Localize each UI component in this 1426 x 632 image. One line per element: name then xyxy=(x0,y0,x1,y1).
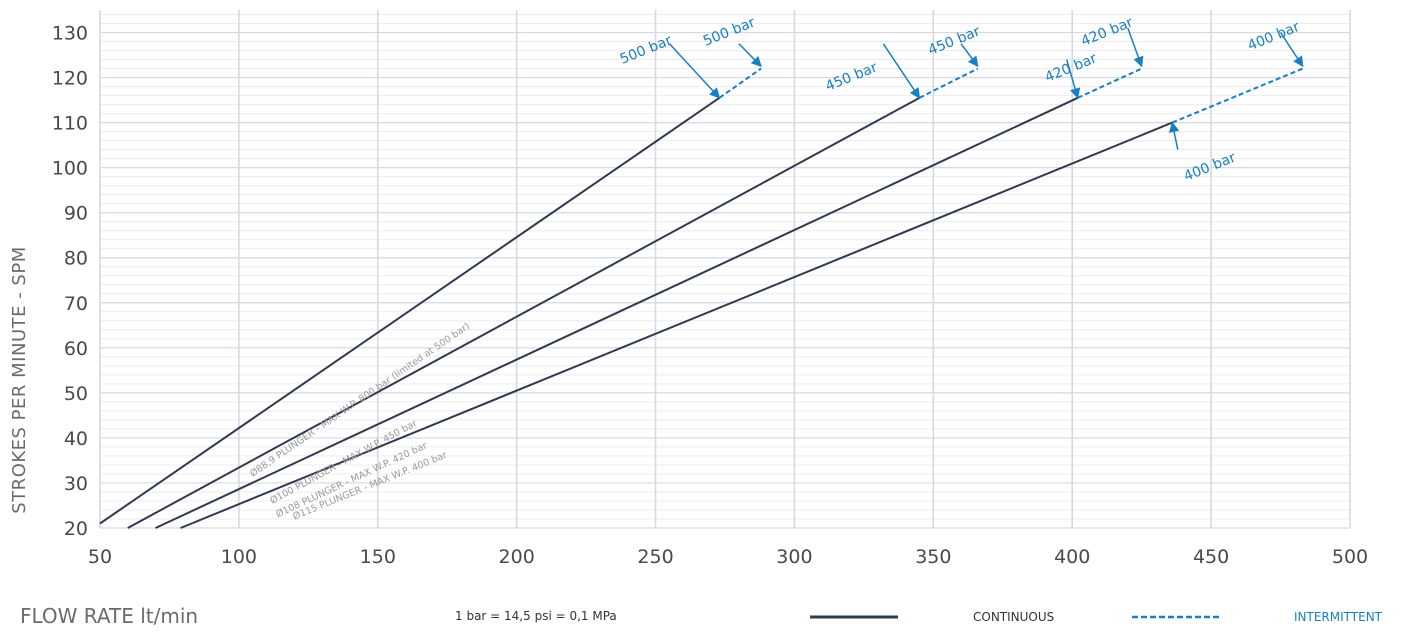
pressure-arrow xyxy=(1065,59,1081,99)
series-line-continuous xyxy=(155,96,1079,529)
pressure-label: 500 bar xyxy=(701,14,758,49)
x-tick-label: 300 xyxy=(776,546,812,568)
y-tick-label: 60 xyxy=(64,338,88,360)
pressure-label: 420 bar xyxy=(1043,50,1100,85)
x-axis-ticks: 50 100 150 200 250 300 350 400 450 500 xyxy=(88,546,1368,568)
pressure-arrow xyxy=(738,43,762,68)
pressure-arrow xyxy=(1168,121,1180,150)
pressure-arrow xyxy=(882,43,921,99)
series-line-continuous xyxy=(99,97,721,525)
x-tick-label: 50 xyxy=(88,546,112,568)
x-tick-label: 350 xyxy=(915,546,951,568)
y-tick-label: 70 xyxy=(64,293,88,315)
chart-series xyxy=(99,67,1304,529)
pressure-arrow xyxy=(1127,27,1144,68)
series-line-continuous xyxy=(180,121,1173,529)
legend: CONTINUOUS INTERMITTENT xyxy=(810,610,1383,624)
x-tick-label: 450 xyxy=(1193,546,1229,568)
series-line-intermittent xyxy=(1077,67,1143,99)
y-tick-label: 130 xyxy=(52,23,88,45)
series-line-intermittent xyxy=(918,67,979,99)
series-name-label: Ø115 PLUNGER - MAX W.P. 400 bar xyxy=(291,450,448,523)
x-tick-label: 200 xyxy=(499,546,535,568)
x-tick-label: 250 xyxy=(637,546,673,568)
y-tick-label: 50 xyxy=(64,383,88,405)
x-tick-label: 400 xyxy=(1054,546,1090,568)
pressure-label: 450 bar xyxy=(823,59,880,94)
y-axis-ticks: 20 30 40 50 60 70 80 90 100 110 120 130 xyxy=(52,23,88,540)
pressure-label: 420 bar xyxy=(1079,14,1136,49)
y-tick-label: 80 xyxy=(64,248,88,270)
x-tick-label: 150 xyxy=(360,546,396,568)
pressure-label: 450 bar xyxy=(926,23,983,58)
y-tick-label: 100 xyxy=(52,158,88,180)
x-tick-label: 100 xyxy=(221,546,257,568)
x-tick-label: 500 xyxy=(1332,546,1368,568)
pressure-arrow xyxy=(1279,32,1304,68)
pressure-label: 400 bar xyxy=(1246,19,1303,54)
y-tick-label: 40 xyxy=(64,428,88,450)
series-line-continuous xyxy=(127,96,920,529)
legend-intermittent-label: INTERMITTENT xyxy=(1294,610,1383,624)
y-axis-label: STROKES PER MINUTE - SPM xyxy=(9,246,30,513)
pressure-label: 500 bar xyxy=(618,32,675,67)
y-tick-label: 30 xyxy=(64,473,88,495)
y-tick-label: 90 xyxy=(64,203,88,225)
pressure-arrow xyxy=(960,43,979,68)
legend-continuous-label: CONTINUOUS xyxy=(973,610,1054,624)
y-tick-label: 120 xyxy=(52,68,88,90)
pressure-arrow xyxy=(668,43,721,99)
pressure-label: 400 bar xyxy=(1182,150,1239,185)
unit-note: 1 bar = 14,5 psi = 0,1 MPa xyxy=(455,609,617,623)
series-line-intermittent xyxy=(718,67,762,99)
y-tick-label: 20 xyxy=(64,518,88,540)
x-axis-label: FLOW RATE lt/min xyxy=(20,604,198,628)
y-tick-label: 110 xyxy=(52,113,88,135)
